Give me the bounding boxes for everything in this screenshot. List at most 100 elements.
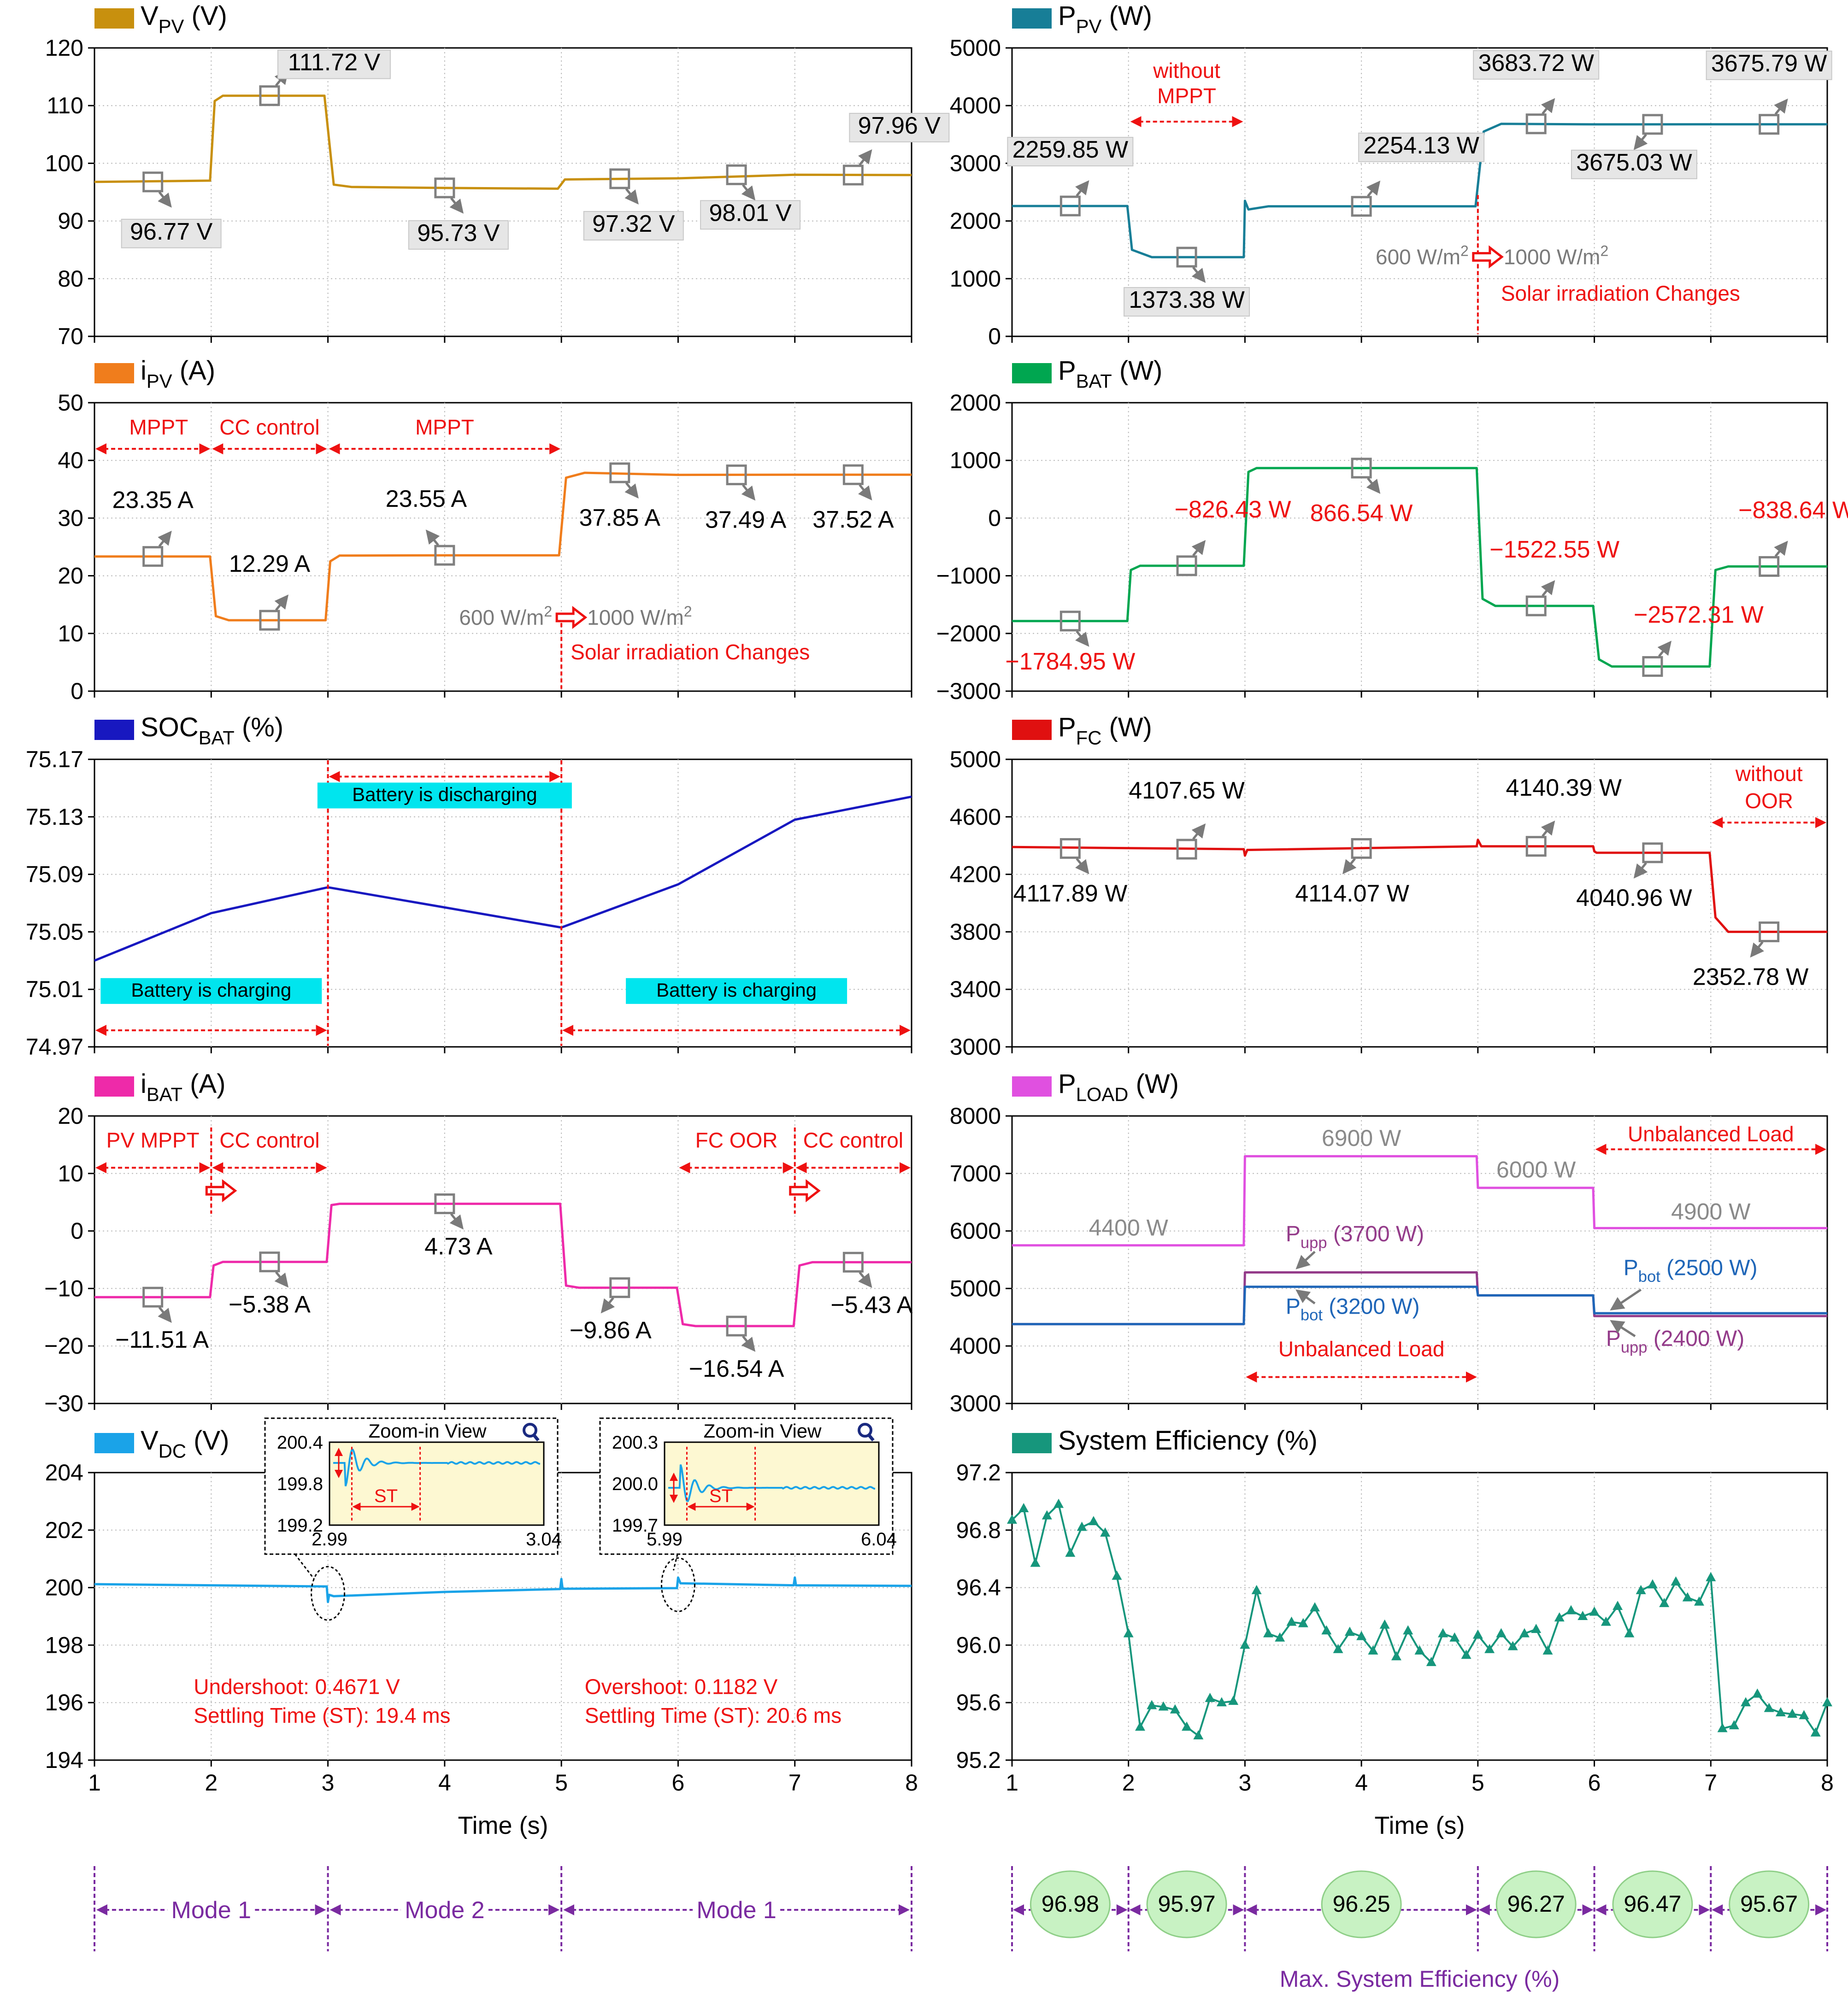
plot-frame bbox=[94, 47, 912, 337]
data-point-marker bbox=[1706, 1572, 1716, 1581]
magnifier-handle bbox=[532, 1433, 540, 1442]
y-tick-label: −10 bbox=[44, 1275, 83, 1301]
value-label: 23.35 A bbox=[112, 487, 194, 514]
value-label: 4.73 A bbox=[424, 1233, 493, 1260]
data-point-marker bbox=[1519, 1628, 1530, 1638]
value-arrow bbox=[1366, 180, 1381, 197]
data-point-marker bbox=[1065, 1547, 1076, 1557]
x-tick-label: 1 bbox=[88, 1770, 101, 1796]
data-point-marker bbox=[259, 1251, 280, 1273]
value-arrow bbox=[1610, 1320, 1636, 1338]
annotation-text: MPPT bbox=[1157, 84, 1216, 108]
mode-label: Mode 1 bbox=[171, 1897, 251, 1924]
x-tick-label: 5 bbox=[1471, 1770, 1484, 1796]
x-tick-label: 1 bbox=[1006, 1770, 1018, 1796]
value-arrow bbox=[1774, 540, 1788, 557]
efficiency-badge bbox=[1729, 1870, 1810, 1938]
zoom-x-tick-label: 2.99 bbox=[312, 1529, 347, 1550]
value-arrow bbox=[858, 484, 872, 501]
y-tick-label: −30 bbox=[44, 1391, 83, 1416]
legend-swatch bbox=[1012, 1433, 1052, 1453]
load-value: 6900 W bbox=[1322, 1125, 1401, 1151]
data-point-marker bbox=[1759, 114, 1780, 135]
data-point-marker bbox=[1018, 1503, 1029, 1512]
zoom-y-tick-label: 200.3 bbox=[612, 1433, 658, 1453]
data-point-marker bbox=[609, 168, 630, 189]
y-tick-label: 3000 bbox=[950, 1034, 1001, 1060]
data-point-marker bbox=[1525, 836, 1547, 857]
legend-label-sub: BAT bbox=[1076, 370, 1112, 392]
value-arrow bbox=[1075, 180, 1089, 197]
status-box bbox=[317, 782, 572, 809]
y-tick-label: 10 bbox=[58, 1161, 83, 1186]
legend-label: iBAT (A) bbox=[141, 1069, 225, 1105]
status-label: Battery is charging bbox=[131, 979, 291, 1001]
data-point-marker bbox=[1642, 842, 1663, 863]
data-point-marker bbox=[1100, 1527, 1111, 1537]
zoom-y-tick-label: 199.2 bbox=[277, 1515, 323, 1536]
y-tick-label: 97.2 bbox=[956, 1460, 1001, 1485]
value-arrow bbox=[1610, 1288, 1642, 1311]
value-label-box bbox=[277, 49, 391, 79]
pbot-label-main: P bbox=[1286, 1294, 1301, 1319]
data-point-marker bbox=[1694, 1596, 1705, 1606]
efficiency-badge bbox=[1146, 1870, 1227, 1938]
y-tick-label: 30 bbox=[58, 505, 83, 531]
y-tick-label: 110 bbox=[47, 93, 83, 118]
y-tick-label: 20 bbox=[58, 563, 83, 589]
pbot-label-main: P bbox=[1624, 1256, 1638, 1280]
pbot-label: Pbot (2500 W) bbox=[1624, 1256, 1758, 1286]
annotation-text: without bbox=[1153, 59, 1220, 82]
mode-label: Mode 1 bbox=[696, 1897, 776, 1924]
y-tick-label: 100 bbox=[45, 150, 83, 176]
data-point-marker bbox=[434, 1193, 455, 1215]
value-label: 3675.03 W bbox=[1576, 149, 1692, 176]
pupp-label: Pupp (2400 W) bbox=[1606, 1327, 1744, 1356]
data-point-marker bbox=[1182, 1721, 1192, 1731]
zoom-connector bbox=[294, 1554, 315, 1579]
data-point-marker bbox=[1613, 1601, 1623, 1610]
value-arrow bbox=[449, 197, 464, 214]
data-point-marker bbox=[1496, 1628, 1507, 1638]
data-point-marker bbox=[1059, 838, 1081, 859]
y-tick-label: 8000 bbox=[950, 1103, 1001, 1129]
legend-label: PLOAD (W) bbox=[1058, 1069, 1179, 1105]
value-arrow bbox=[858, 149, 872, 166]
legend-label-tail: (W) bbox=[1101, 712, 1152, 742]
data-point-marker bbox=[1112, 1570, 1122, 1580]
legend-label-main: i bbox=[141, 1069, 147, 1099]
value-label: 2352.78 W bbox=[1693, 963, 1809, 990]
data-point-marker bbox=[434, 177, 455, 199]
series-line bbox=[1012, 123, 1827, 258]
value-arrow bbox=[274, 594, 289, 611]
series-line bbox=[94, 471, 912, 622]
value-arrow bbox=[1191, 823, 1206, 840]
legend-label-tail: (W) bbox=[1101, 1, 1152, 31]
legend-swatch bbox=[94, 8, 134, 29]
st-label: ST bbox=[709, 1486, 733, 1506]
annotation-text: Undershoot: 0.4671 V bbox=[194, 1674, 400, 1698]
data-point-marker bbox=[1577, 1611, 1588, 1620]
value-arrow bbox=[741, 184, 756, 201]
zoom-ellipse bbox=[311, 1566, 346, 1621]
pupp-label-main: P bbox=[1606, 1327, 1621, 1351]
right-arrow-icon bbox=[555, 605, 588, 629]
annotation-text: MPPT bbox=[415, 415, 474, 439]
value-label: 95.73 V bbox=[417, 220, 500, 247]
data-point-marker bbox=[1286, 1616, 1297, 1626]
legend-label-main: V bbox=[141, 1426, 159, 1456]
data-point-marker bbox=[842, 164, 864, 186]
y-tick-label: 4600 bbox=[950, 804, 1001, 830]
efficiency-value: 96.27 bbox=[1507, 1891, 1565, 1917]
y-tick-label: 202 bbox=[45, 1517, 83, 1543]
right-arrow-icon bbox=[205, 1179, 237, 1203]
value-arrow bbox=[624, 188, 639, 205]
data-point-marker bbox=[1554, 1612, 1565, 1622]
series-line bbox=[94, 1576, 912, 1603]
annotation-text: CC control bbox=[219, 415, 319, 439]
y-tick-label: 96.0 bbox=[956, 1632, 1001, 1658]
panel-eff: 95.2 95.6 96.0 96.4 96.8 97.2 System Efficienc… bbox=[956, 1426, 1834, 1839]
efficiency-value: 95.97 bbox=[1158, 1891, 1216, 1917]
value-label: −826.43 W bbox=[1175, 496, 1291, 523]
series-line-bot bbox=[1012, 1286, 1827, 1326]
